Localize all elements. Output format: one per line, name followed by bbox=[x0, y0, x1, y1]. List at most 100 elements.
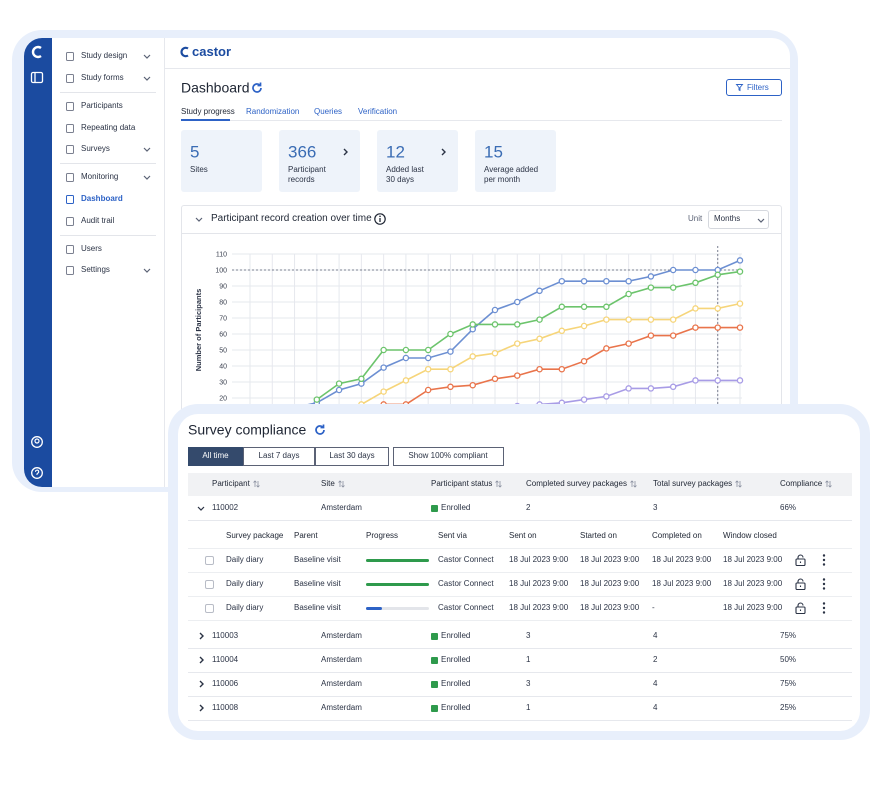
sub-line bbox=[188, 548, 852, 549]
data-point bbox=[536, 365, 543, 373]
column-header[interactable]: Completed survey packages bbox=[526, 479, 627, 488]
header-line bbox=[165, 68, 790, 69]
data-point bbox=[335, 386, 343, 394]
refresh-icon bbox=[252, 82, 262, 93]
sub-column-header: Survey package bbox=[226, 531, 284, 540]
survey-title: Survey compliance bbox=[188, 421, 307, 438]
unit-select[interactable] bbox=[708, 210, 769, 229]
filters-button[interactable] bbox=[726, 79, 782, 96]
data-point bbox=[647, 273, 655, 280]
stat-card[interactable] bbox=[279, 130, 360, 192]
nav-item[interactable]: Monitoring bbox=[81, 172, 119, 181]
range-button[interactable] bbox=[188, 447, 243, 466]
tab[interactable]: Verification bbox=[358, 107, 398, 116]
cell-participant: 110006 bbox=[212, 679, 239, 688]
nav-item[interactable]: Participants bbox=[81, 101, 123, 110]
nav-icon bbox=[66, 195, 74, 204]
nav-item[interactable]: Settings bbox=[81, 265, 110, 274]
tab-line bbox=[181, 120, 782, 121]
chevron bbox=[195, 217, 203, 222]
status-dot bbox=[431, 632, 438, 640]
data-point bbox=[603, 277, 610, 285]
data-point bbox=[669, 284, 677, 291]
data-point bbox=[469, 381, 476, 389]
range-label[interactable]: Last 30 days bbox=[329, 451, 375, 460]
column-header[interactable]: Total survey packages bbox=[653, 479, 733, 488]
sub-cell-package: Daily diary bbox=[226, 603, 264, 612]
data-point bbox=[580, 277, 588, 285]
data-point bbox=[736, 300, 744, 307]
data-point bbox=[424, 346, 432, 354]
cell-total: 4 bbox=[653, 631, 658, 640]
sub-cell-package: Daily diary bbox=[226, 555, 264, 564]
data-point bbox=[580, 322, 588, 330]
data-point bbox=[447, 330, 454, 338]
checkbox[interactable] bbox=[205, 555, 214, 565]
toggle-button[interactable] bbox=[393, 447, 504, 466]
row-line bbox=[188, 520, 852, 521]
chevron bbox=[757, 218, 765, 223]
data-point bbox=[491, 321, 499, 328]
nav-item[interactable]: Users bbox=[81, 244, 102, 253]
data-point bbox=[514, 340, 521, 347]
range-label[interactable]: Last 7 days bbox=[258, 451, 300, 460]
data-point bbox=[424, 354, 432, 362]
tab[interactable]: Randomization bbox=[246, 107, 300, 116]
checkbox[interactable] bbox=[205, 603, 214, 613]
toggle-label[interactable]: Show 100% compliant bbox=[408, 451, 488, 460]
tab[interactable]: Study progress bbox=[181, 107, 235, 116]
cell-site: Amsterdam bbox=[321, 703, 362, 712]
unit-value[interactable]: Months bbox=[714, 214, 741, 223]
data-point bbox=[402, 346, 410, 354]
nav-icon bbox=[66, 173, 74, 182]
help-icon bbox=[31, 467, 43, 479]
nav-item[interactable]: Repeating data bbox=[81, 123, 136, 132]
logo-text: castor bbox=[192, 43, 232, 59]
nav-item[interactable]: Study forms bbox=[81, 73, 124, 82]
data-point bbox=[692, 377, 699, 384]
more-icon bbox=[822, 602, 826, 614]
data-point bbox=[603, 345, 610, 352]
column-header[interactable]: Participant status bbox=[431, 479, 493, 488]
data-point bbox=[736, 324, 744, 331]
chevron bbox=[441, 148, 446, 156]
data-point bbox=[736, 377, 744, 384]
column-header[interactable]: Compliance bbox=[780, 479, 823, 488]
range-button[interactable] bbox=[243, 447, 315, 466]
data-point bbox=[469, 321, 476, 328]
checkbox[interactable] bbox=[205, 579, 214, 589]
data-point bbox=[424, 386, 432, 394]
sub-cell-completed-on: 18 Jul 2023 9:00 bbox=[652, 579, 712, 588]
filters-label[interactable]: Filters bbox=[747, 83, 769, 92]
nav-item[interactable]: Study design bbox=[81, 51, 128, 60]
range-button[interactable] bbox=[315, 447, 389, 466]
sub-cell-package: Daily diary bbox=[226, 579, 264, 588]
row-line bbox=[188, 648, 852, 649]
cell-compliance: 66% bbox=[780, 503, 797, 512]
nav-item[interactable]: Dashboard bbox=[81, 194, 123, 203]
nav-item[interactable]: Audit trail bbox=[81, 216, 115, 225]
sub-cell-parent: Baseline visit bbox=[294, 555, 341, 564]
nav-icon bbox=[66, 266, 74, 275]
data-point bbox=[625, 385, 632, 392]
column-header[interactable]: Participant bbox=[212, 479, 250, 488]
cell-status: Enrolled bbox=[441, 631, 471, 640]
data-point bbox=[692, 305, 699, 312]
stat-card[interactable] bbox=[377, 130, 458, 192]
column-header[interactable]: Site bbox=[321, 479, 335, 488]
sub-cell-sent-on: 18 Jul 2023 9:00 bbox=[509, 555, 569, 564]
nav-item[interactable]: Surveys bbox=[81, 144, 110, 153]
range-label[interactable]: All time bbox=[202, 451, 229, 460]
data-point bbox=[558, 365, 566, 373]
table-header bbox=[188, 473, 852, 496]
y-tick-label: 100 bbox=[215, 268, 227, 275]
stat-label: Sites bbox=[190, 165, 208, 174]
data-point bbox=[558, 303, 566, 311]
sub-column-header: Started on bbox=[580, 531, 617, 540]
sub-cell-started-on: 18 Jul 2023 9:00 bbox=[580, 555, 640, 564]
sub-cell-parent: Baseline visit bbox=[294, 603, 341, 612]
tab[interactable]: Queries bbox=[314, 107, 343, 116]
data-point bbox=[536, 316, 543, 323]
sub-cell-sent-on: 18 Jul 2023 9:00 bbox=[509, 603, 569, 612]
y-tick-label: 50 bbox=[219, 348, 227, 355]
